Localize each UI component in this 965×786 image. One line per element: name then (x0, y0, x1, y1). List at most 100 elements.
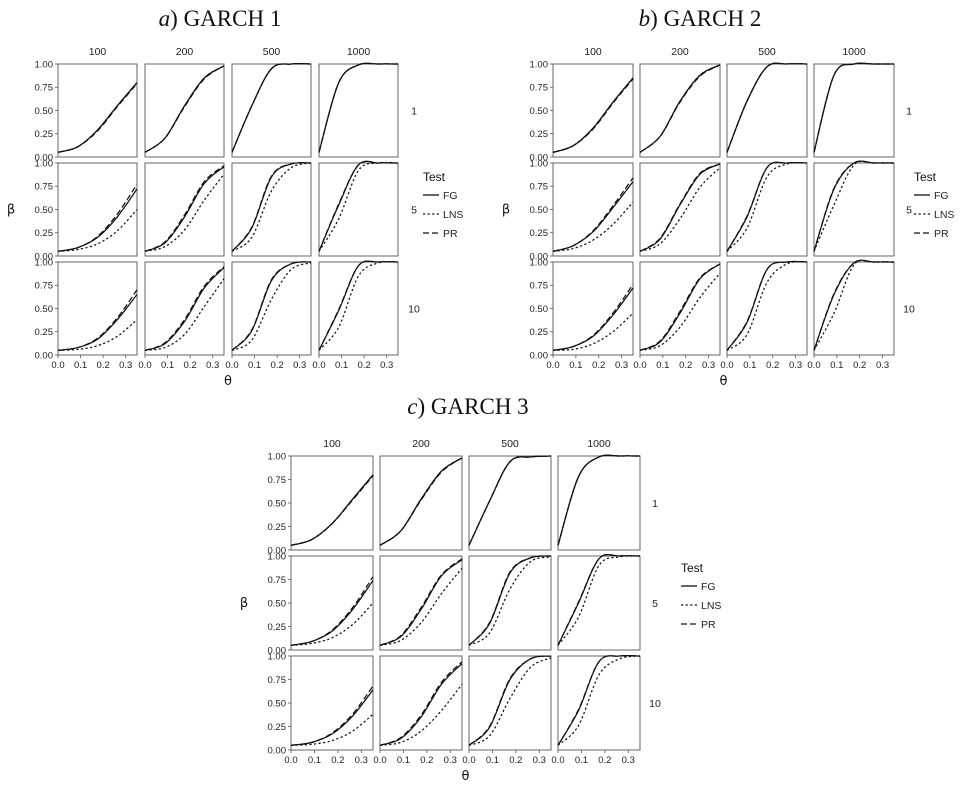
y-tick-label: 0.75 (530, 83, 549, 94)
facet (639, 162, 721, 257)
series-line-lns (557, 555, 641, 646)
y-tick-label: 0.00 (35, 350, 54, 361)
facet (318, 160, 399, 257)
y-tick-label: 0.00 (530, 152, 549, 163)
facet: 0.00 0.25 0.50 0.75 1.00 (35, 158, 138, 262)
series-line-pr (379, 661, 463, 746)
y-tick-label: 0.00 (268, 545, 287, 556)
x-tick-label: 0.1 (830, 360, 843, 371)
y-tick-label: 1.00 (35, 257, 54, 268)
facet: 0.00 0.25 0.50 0.75 1.00 0.0 0.1 0.2 0.3 (35, 257, 138, 371)
facet (468, 555, 552, 651)
x-tick-label: 0.0 (138, 360, 151, 371)
facet-frame (726, 63, 808, 158)
series-line-lns (144, 173, 225, 252)
x-tick-label: 0.2 (766, 360, 779, 371)
x-tick-label: 0.1 (575, 755, 588, 766)
y-tick-label: 1.00 (530, 257, 549, 268)
legend-label-lns: LNS (934, 209, 954, 221)
facet (379, 555, 463, 651)
facet-frame (552, 63, 634, 158)
series-line-pr (379, 558, 463, 646)
column-label: 500 (501, 438, 519, 450)
facet-frame (557, 555, 641, 651)
series-line-pr (468, 455, 552, 546)
y-tick-label: 0.00 (35, 152, 54, 163)
facet (231, 63, 312, 158)
series-line-pr (468, 555, 552, 646)
row-label: 10 (903, 304, 915, 316)
facet-frame (639, 63, 721, 158)
facet-frame (290, 455, 374, 551)
x-tick-label: 0.0 (225, 360, 238, 371)
column-label: 100 (89, 46, 107, 58)
facet-frame (144, 63, 225, 158)
series-line-pr (144, 266, 225, 351)
y-tick-label: 0.25 (530, 228, 549, 239)
y-tick-label: 0.75 (35, 182, 54, 193)
x-tick-label: 0.1 (248, 360, 261, 371)
x-tick-label: 0.1 (569, 360, 582, 371)
y-tick-label: 0.50 (530, 304, 549, 315)
row-label: 5 (652, 598, 658, 610)
facet-frame (468, 655, 552, 751)
facet-frame (468, 455, 552, 551)
facet (726, 161, 808, 257)
x-tick-label: 0.2 (184, 360, 197, 371)
series-line-pr (552, 177, 634, 252)
y-tick-label: 0.25 (35, 228, 54, 239)
legend: Test FG LNS PR (423, 170, 463, 240)
x-tick-label: 0.3 (622, 755, 635, 766)
series-line-lns (379, 457, 463, 546)
x-tick-label: 0.1 (161, 360, 174, 371)
facet: 0.0 0.1 0.2 0.3 (633, 261, 721, 371)
column-label: 200 (176, 46, 194, 58)
series-line-fg (813, 160, 894, 252)
y-tick-label: 0.25 (268, 522, 287, 533)
facet (813, 62, 895, 158)
facet: 0.0 0.1 0.2 0.3 (138, 261, 225, 371)
legend-label-pr: PR (701, 619, 716, 631)
x-tick-label: 0.3 (355, 755, 368, 766)
facet: 0.0 0.1 0.2 0.3 (225, 261, 312, 371)
column-label: 1000 (842, 46, 866, 58)
facet-frame (639, 261, 721, 356)
x-tick-label: 0.0 (373, 755, 386, 766)
column-label: 200 (412, 438, 430, 450)
series-line-pr (726, 260, 808, 351)
legend-label-fg: FG (443, 190, 458, 202)
facet: 0.00 0.25 0.50 0.75 1.00 0.0 0.1 0.2 0.3 (268, 651, 374, 766)
facet-frame (379, 555, 463, 651)
y-tick-label: 1.00 (35, 59, 54, 70)
y-tick-label: 0.00 (530, 251, 549, 262)
facet-frame (813, 63, 895, 158)
facet (468, 455, 552, 551)
panel-letter: c (407, 394, 417, 419)
x-axis-label: θ (224, 374, 232, 389)
row-label: 1 (906, 106, 912, 118)
y-tick-label: 0.25 (268, 722, 287, 733)
facet: 0.00 0.25 0.50 0.75 1.00 (530, 158, 634, 262)
facet: 0.0 0.1 0.2 0.3 (312, 260, 399, 371)
series-line-lns (468, 657, 552, 746)
facet: 0.00 0.25 0.50 0.75 1.00 (268, 451, 374, 556)
y-tick-label: 0.50 (35, 106, 54, 117)
facet-frame (379, 655, 463, 751)
panel-title: a) GARCH 1 (159, 6, 282, 31)
series-line-pr (144, 65, 225, 153)
series-line-lns (379, 567, 463, 646)
y-tick-label: 0.25 (530, 327, 549, 338)
facet-frame (57, 162, 138, 257)
x-tick-label: 0.2 (598, 755, 611, 766)
x-tick-label: 0.0 (807, 360, 820, 371)
series-line-pr (231, 261, 312, 351)
facet-frame (552, 162, 634, 257)
facet: 0.0 0.1 0.2 0.3 (373, 655, 463, 766)
y-tick-label: 0.50 (268, 598, 287, 609)
series-line-pr (557, 454, 641, 546)
series-line-pr (57, 83, 138, 153)
series-line-lns (57, 319, 138, 351)
x-axis-label: θ (720, 374, 728, 389)
legend-label-lns: LNS (443, 209, 463, 221)
x-tick-label: 0.3 (615, 360, 628, 371)
